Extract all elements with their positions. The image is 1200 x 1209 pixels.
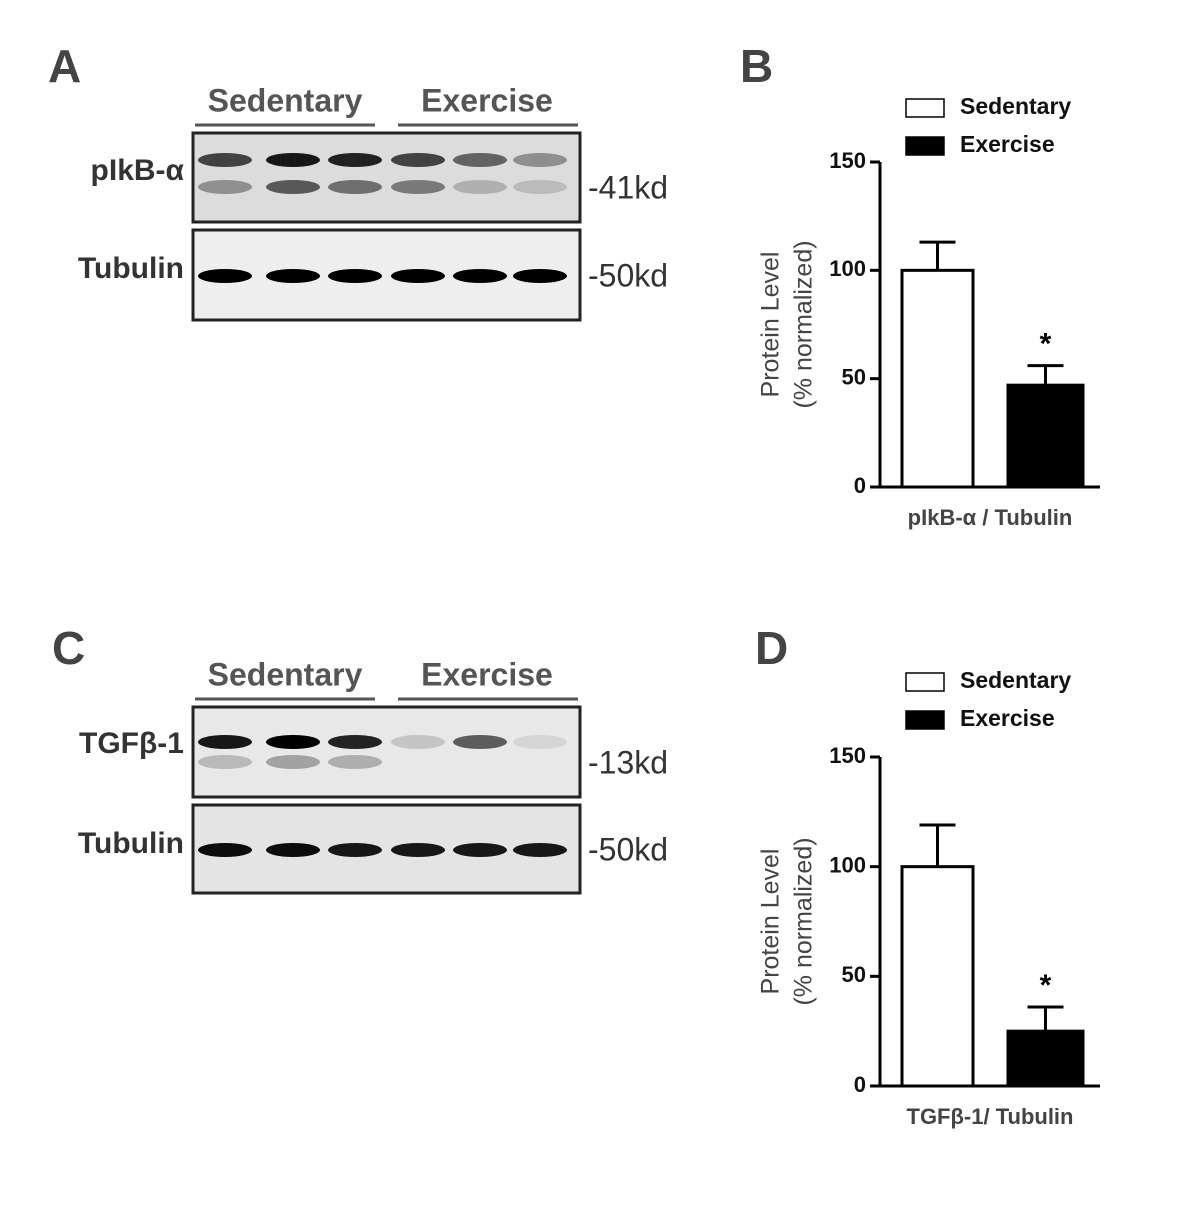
- band: [513, 180, 567, 194]
- y-tick-label: 150: [829, 743, 866, 768]
- band: [453, 843, 507, 857]
- y-axis-label: Protein Level: [757, 252, 785, 398]
- bar: [900, 268, 975, 489]
- significance: *: [1040, 969, 1052, 1002]
- y-tick-label: 50: [842, 962, 866, 987]
- band: [198, 755, 252, 769]
- band: [328, 153, 382, 167]
- y-axis-label: (% normalized): [790, 240, 818, 408]
- band: [198, 180, 252, 194]
- band: [328, 755, 382, 769]
- row-label: Tubulin: [78, 827, 184, 860]
- bar: [1006, 383, 1085, 489]
- band: [266, 843, 320, 857]
- legend-swatch: [905, 136, 945, 156]
- group-label: Exercise: [421, 82, 553, 118]
- group-label: Exercise: [421, 656, 553, 692]
- size-label: -41kd: [588, 169, 668, 205]
- band: [513, 735, 567, 749]
- band: [513, 153, 567, 167]
- band: [198, 735, 252, 749]
- band: [453, 269, 507, 283]
- y-tick-label: 100: [829, 256, 866, 281]
- band: [513, 269, 567, 283]
- size-label: -50kd: [588, 831, 668, 867]
- legend-swatch: [905, 98, 945, 118]
- panel-label: B: [740, 40, 773, 92]
- row-label: pIkB-α: [91, 154, 185, 187]
- y-tick-label: 0: [854, 473, 866, 498]
- blot: [191, 705, 582, 799]
- band: [453, 153, 507, 167]
- band: [198, 153, 252, 167]
- band: [513, 843, 567, 857]
- band: [391, 735, 445, 749]
- blot: [191, 131, 582, 224]
- panel-label: C: [52, 622, 85, 674]
- panel-label: D: [755, 622, 788, 674]
- bar: [1006, 1029, 1085, 1088]
- y-tick-label: 150: [829, 148, 866, 173]
- bar: [900, 865, 975, 1088]
- band: [328, 180, 382, 194]
- band: [453, 735, 507, 749]
- y-tick-label: 50: [842, 364, 866, 389]
- y-tick-label: 100: [829, 852, 866, 877]
- legend-label: Exercise: [960, 131, 1055, 157]
- band: [266, 180, 320, 194]
- band: [391, 269, 445, 283]
- band: [391, 153, 445, 167]
- size-label: -13kd: [588, 744, 668, 780]
- band: [328, 843, 382, 857]
- band: [391, 180, 445, 194]
- significance: *: [1040, 328, 1052, 361]
- y-axis-label: (% normalized): [790, 837, 818, 1005]
- band: [391, 843, 445, 857]
- legend-label: Sedentary: [960, 667, 1071, 693]
- panel-label: A: [48, 40, 81, 92]
- band: [328, 269, 382, 283]
- legend-label: Sedentary: [960, 93, 1071, 119]
- y-axis-label: Protein Level: [757, 849, 785, 995]
- y-tick-label: 0: [854, 1072, 866, 1097]
- legend-swatch: [905, 710, 945, 730]
- x-axis-label: TGFβ-1/ Tubulin: [907, 1104, 1074, 1129]
- band: [198, 269, 252, 283]
- legend-swatch: [905, 672, 945, 692]
- band: [328, 735, 382, 749]
- band: [266, 735, 320, 749]
- band: [266, 269, 320, 283]
- row-label: Tubulin: [78, 252, 184, 285]
- group-label: Sedentary: [208, 656, 363, 692]
- group-label: Sedentary: [208, 82, 363, 118]
- row-label: TGFβ-1: [79, 727, 184, 760]
- band: [266, 755, 320, 769]
- band: [198, 843, 252, 857]
- size-label: -50kd: [588, 257, 668, 293]
- x-axis-label: pIkB-α / Tubulin: [908, 505, 1073, 530]
- band: [266, 153, 320, 167]
- legend-label: Exercise: [960, 705, 1055, 731]
- band: [453, 180, 507, 194]
